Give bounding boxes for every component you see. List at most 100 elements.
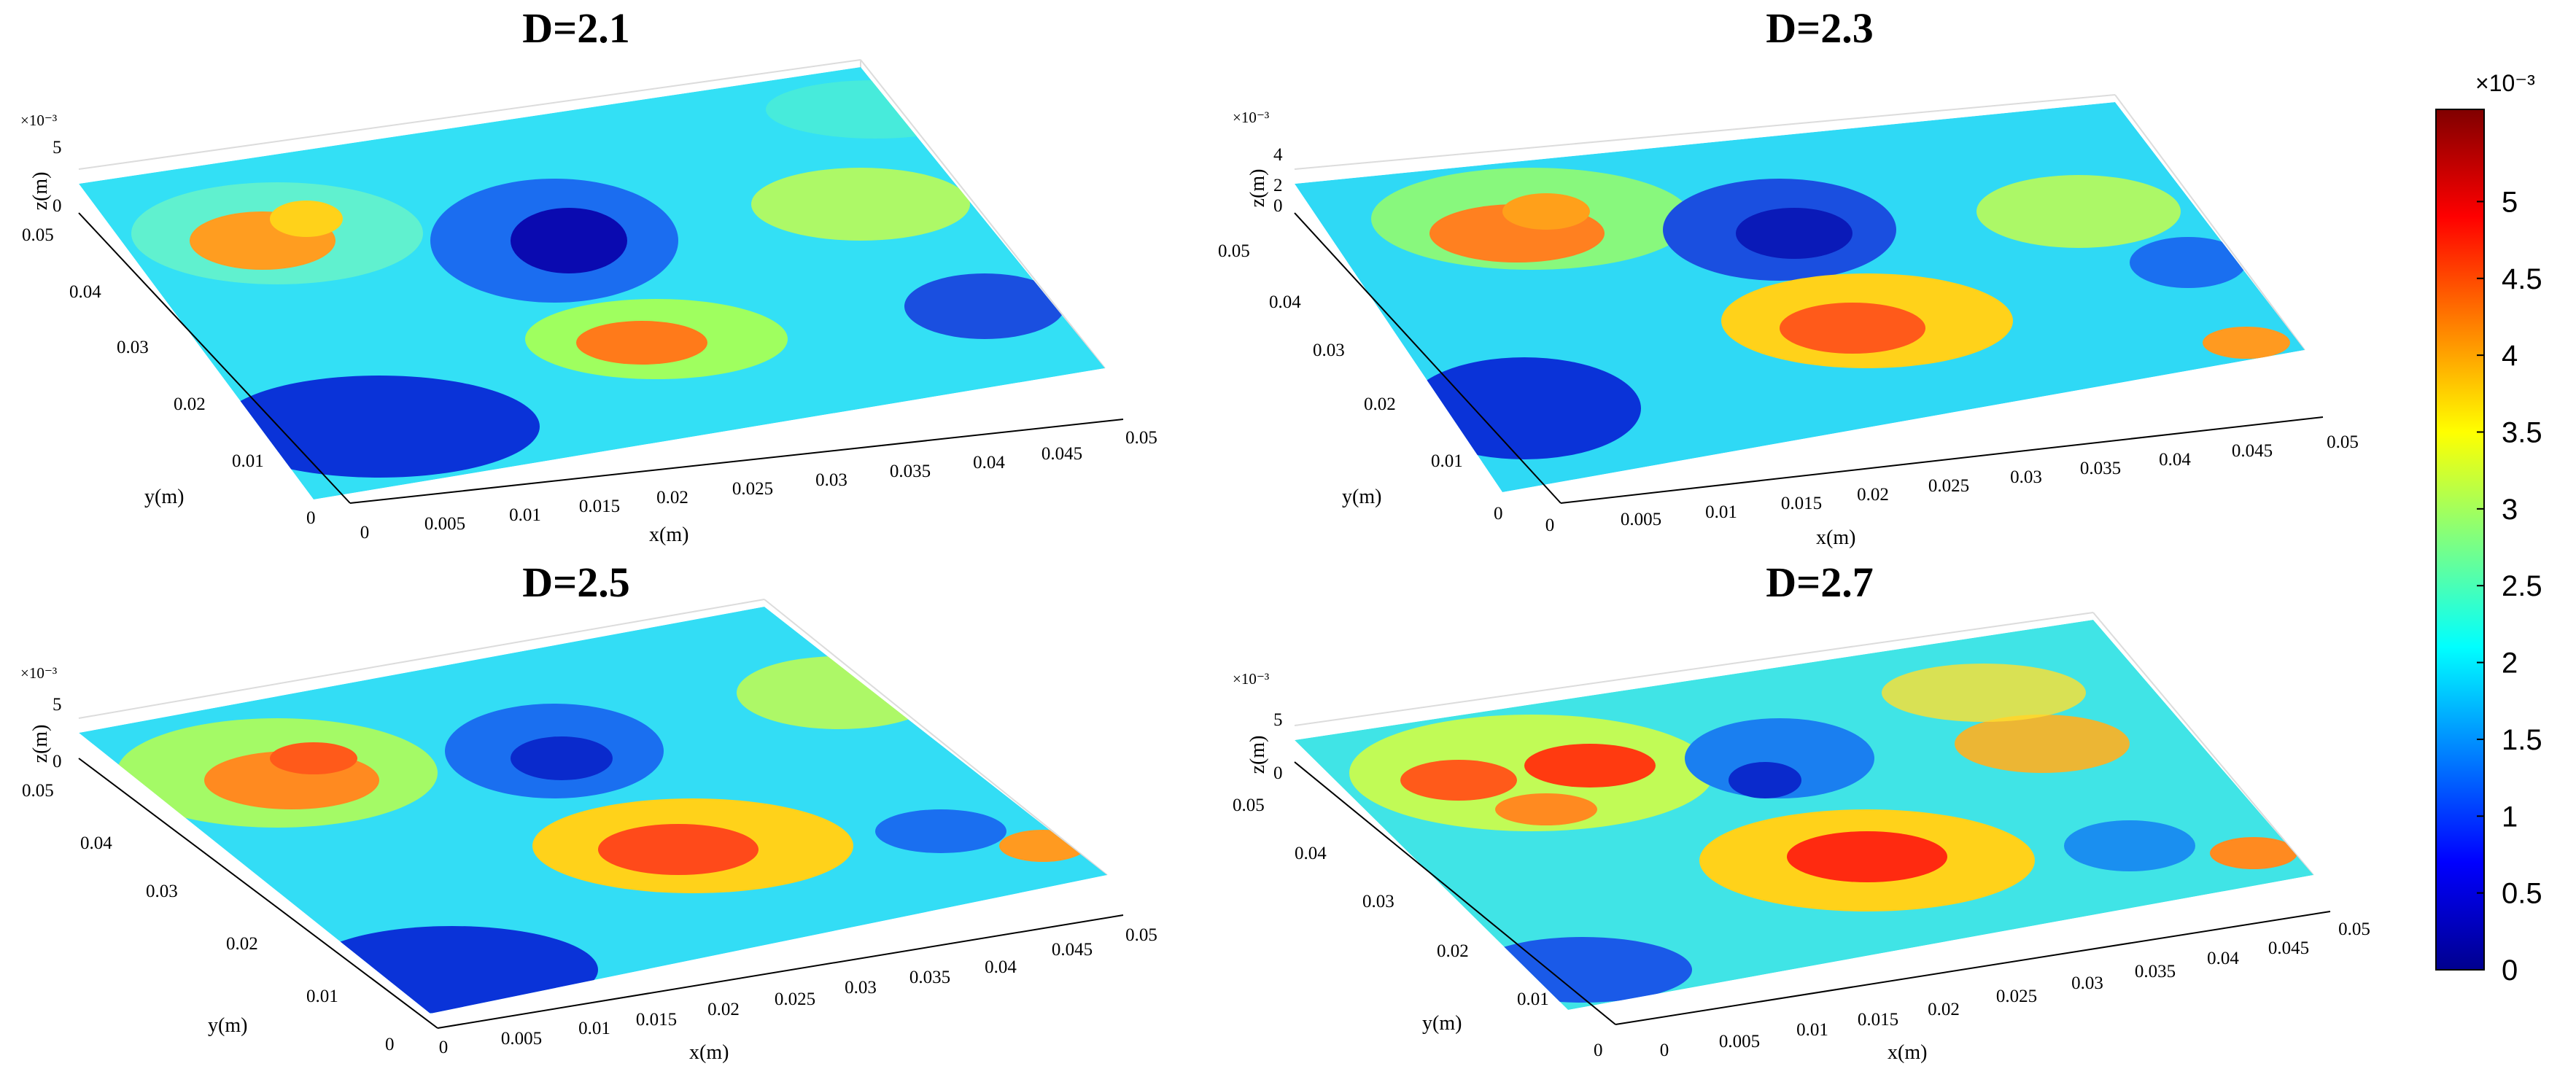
z-tick-labels: 0 5 — [53, 138, 62, 216]
x-tick-label: 0.01 — [1796, 1020, 1828, 1040]
x-tick-label: 0.025 — [775, 989, 815, 1009]
y-tick-label: 0.02 — [174, 394, 206, 414]
surface — [1295, 102, 2305, 492]
surface-patch — [511, 208, 627, 273]
surface-patch — [1495, 793, 1597, 825]
y-tick-label: 0.03 — [146, 882, 178, 901]
x-tick-labels: 0 0.005 0.01 0.015 0.02 0.025 0.03 0.035… — [1660, 919, 2370, 1060]
surface-patch — [1976, 175, 2181, 248]
x-tick-label: 0.035 — [2080, 459, 2121, 478]
surface-patch — [766, 80, 985, 139]
x-tick-label: 0.03 — [2071, 973, 2103, 993]
axes-grid — [78, 599, 1108, 876]
surface-plot-d27: D=2.7 0 0.005 — [1233, 559, 2370, 1064]
surface-patch — [1408, 357, 1641, 459]
surface-patch — [2130, 237, 2246, 288]
surface — [1295, 620, 2313, 1010]
colorbar-tick-label: 0.5 — [2502, 878, 2542, 910]
surface-patch — [737, 656, 941, 729]
y-axis — [78, 212, 351, 504]
x-axis — [1615, 911, 2331, 1025]
x-tick-label: 0.005 — [1621, 510, 1661, 529]
z-exponent-label: ×10⁻³ — [1233, 109, 1269, 126]
x-tick-label: 0 — [360, 523, 370, 542]
z-tick-label: 0 — [1273, 196, 1283, 216]
axes-grid — [1294, 94, 2305, 351]
y-axis — [1294, 761, 1616, 1025]
z-axis-label: z(m) — [29, 172, 52, 211]
x-tick-label: 0.01 — [1705, 502, 1737, 522]
y-tick-labels: 0 0.01 0.02 0.03 0.04 0.05 — [1218, 241, 1503, 524]
x-tick-label: 0.02 — [1857, 485, 1889, 505]
colorbar-tick-label: 1 — [2502, 801, 2518, 833]
y-axis — [78, 758, 438, 1029]
colorbar-tick-label: 0 — [2502, 954, 2518, 987]
z-tick-label: 0 — [1273, 763, 1283, 783]
x-tick-label: 0.015 — [1858, 1010, 1898, 1030]
surface-patch — [219, 376, 540, 478]
surface-patch — [2064, 820, 2195, 871]
surface-patch — [1729, 762, 1801, 798]
z-tick-label: 5 — [53, 138, 62, 158]
x-axis — [349, 419, 1124, 504]
x-axis — [1560, 416, 2324, 504]
y-tick-label: 0.05 — [1233, 796, 1265, 815]
surface-patch — [1502, 193, 1590, 230]
y-tick-label: 0.01 — [1517, 989, 1549, 1009]
x-tick-label: 0.025 — [1928, 476, 1969, 496]
x-tick-labels: 0 0.005 0.01 0.015 0.02 0.025 0.03 0.035… — [1545, 432, 2359, 535]
colorbar-tick-label: 2 — [2502, 648, 2518, 680]
y-tick-labels: 0 0.01 0.02 0.03 0.04 0.05 — [22, 225, 316, 528]
colorbar-tick-label: 3 — [2502, 494, 2518, 526]
z-axis-label: z(m) — [1246, 736, 1269, 774]
surface-plot-d23: D=2.3 0 0.005 0.01 — [1218, 4, 2359, 549]
y-tick-label: 0 — [385, 1035, 395, 1054]
x-axis — [437, 914, 1124, 1029]
y-tick-label: 0.01 — [1431, 451, 1463, 471]
x-tick-label: 0.03 — [845, 978, 877, 998]
y-tick-label: 0.04 — [1295, 844, 1327, 863]
x-tick-label: 0.045 — [1041, 444, 1082, 464]
x-tick-label: 0.05 — [1125, 925, 1157, 945]
y-tick-labels: 0 0.01 0.02 0.03 0.04 0.05 — [1233, 796, 1603, 1060]
x-tick-label: 0.04 — [2159, 450, 2191, 470]
y-tick-label: 0.02 — [1364, 394, 1396, 414]
plot-title: D=2.7 — [1766, 559, 1873, 606]
plot-title: D=2.1 — [522, 4, 629, 52]
surface-patch — [751, 168, 970, 241]
y-tick-label: 0.03 — [1362, 892, 1394, 911]
surface — [79, 67, 1105, 499]
colorbar-exponent: ×10⁻³ — [2475, 70, 2535, 96]
y-tick-label: 0.04 — [80, 833, 112, 853]
y-axis — [1294, 212, 1561, 504]
y-tick-label: 0.01 — [306, 987, 338, 1006]
x-tick-label: 0.045 — [1052, 940, 1093, 960]
x-tick-labels: 0 0.005 0.01 0.015 0.02 0.025 0.03 0.035… — [360, 428, 1157, 542]
surface-patch — [904, 273, 1065, 339]
surface-patch — [2203, 327, 2290, 359]
x-tick-label: 0.015 — [636, 1010, 677, 1030]
x-tick-label: 0.025 — [1996, 987, 2037, 1006]
surface-patch — [576, 321, 707, 365]
surface-patch — [999, 830, 1087, 862]
x-tick-label: 0.025 — [732, 479, 773, 499]
z-axis-label: z(m) — [1246, 169, 1269, 208]
x-tick-labels: 0 0.005 0.01 0.015 0.02 0.025 0.03 0.035… — [439, 925, 1157, 1057]
x-tick-label: 0.03 — [2010, 467, 2042, 487]
surface-patch — [306, 926, 598, 1014]
y-tick-label: 0.03 — [117, 338, 149, 357]
y-tick-label: 0.02 — [1437, 941, 1469, 961]
x-tick-label: 0.015 — [1781, 494, 1822, 513]
surface-patch — [270, 742, 357, 774]
x-tick-label: 0.005 — [1719, 1032, 1760, 1051]
surface-patch — [2210, 837, 2297, 869]
surface-patch — [1524, 744, 1656, 788]
z-tick-label: 4 — [1273, 145, 1283, 165]
y-tick-label: 0.03 — [1313, 341, 1345, 360]
x-tick-label: 0.005 — [501, 1029, 542, 1049]
surface-patch — [511, 736, 613, 780]
x-axis-label: x(m) — [649, 524, 688, 546]
x-tick-label: 0.005 — [424, 514, 465, 534]
y-axis-label: y(m) — [1342, 486, 1381, 508]
